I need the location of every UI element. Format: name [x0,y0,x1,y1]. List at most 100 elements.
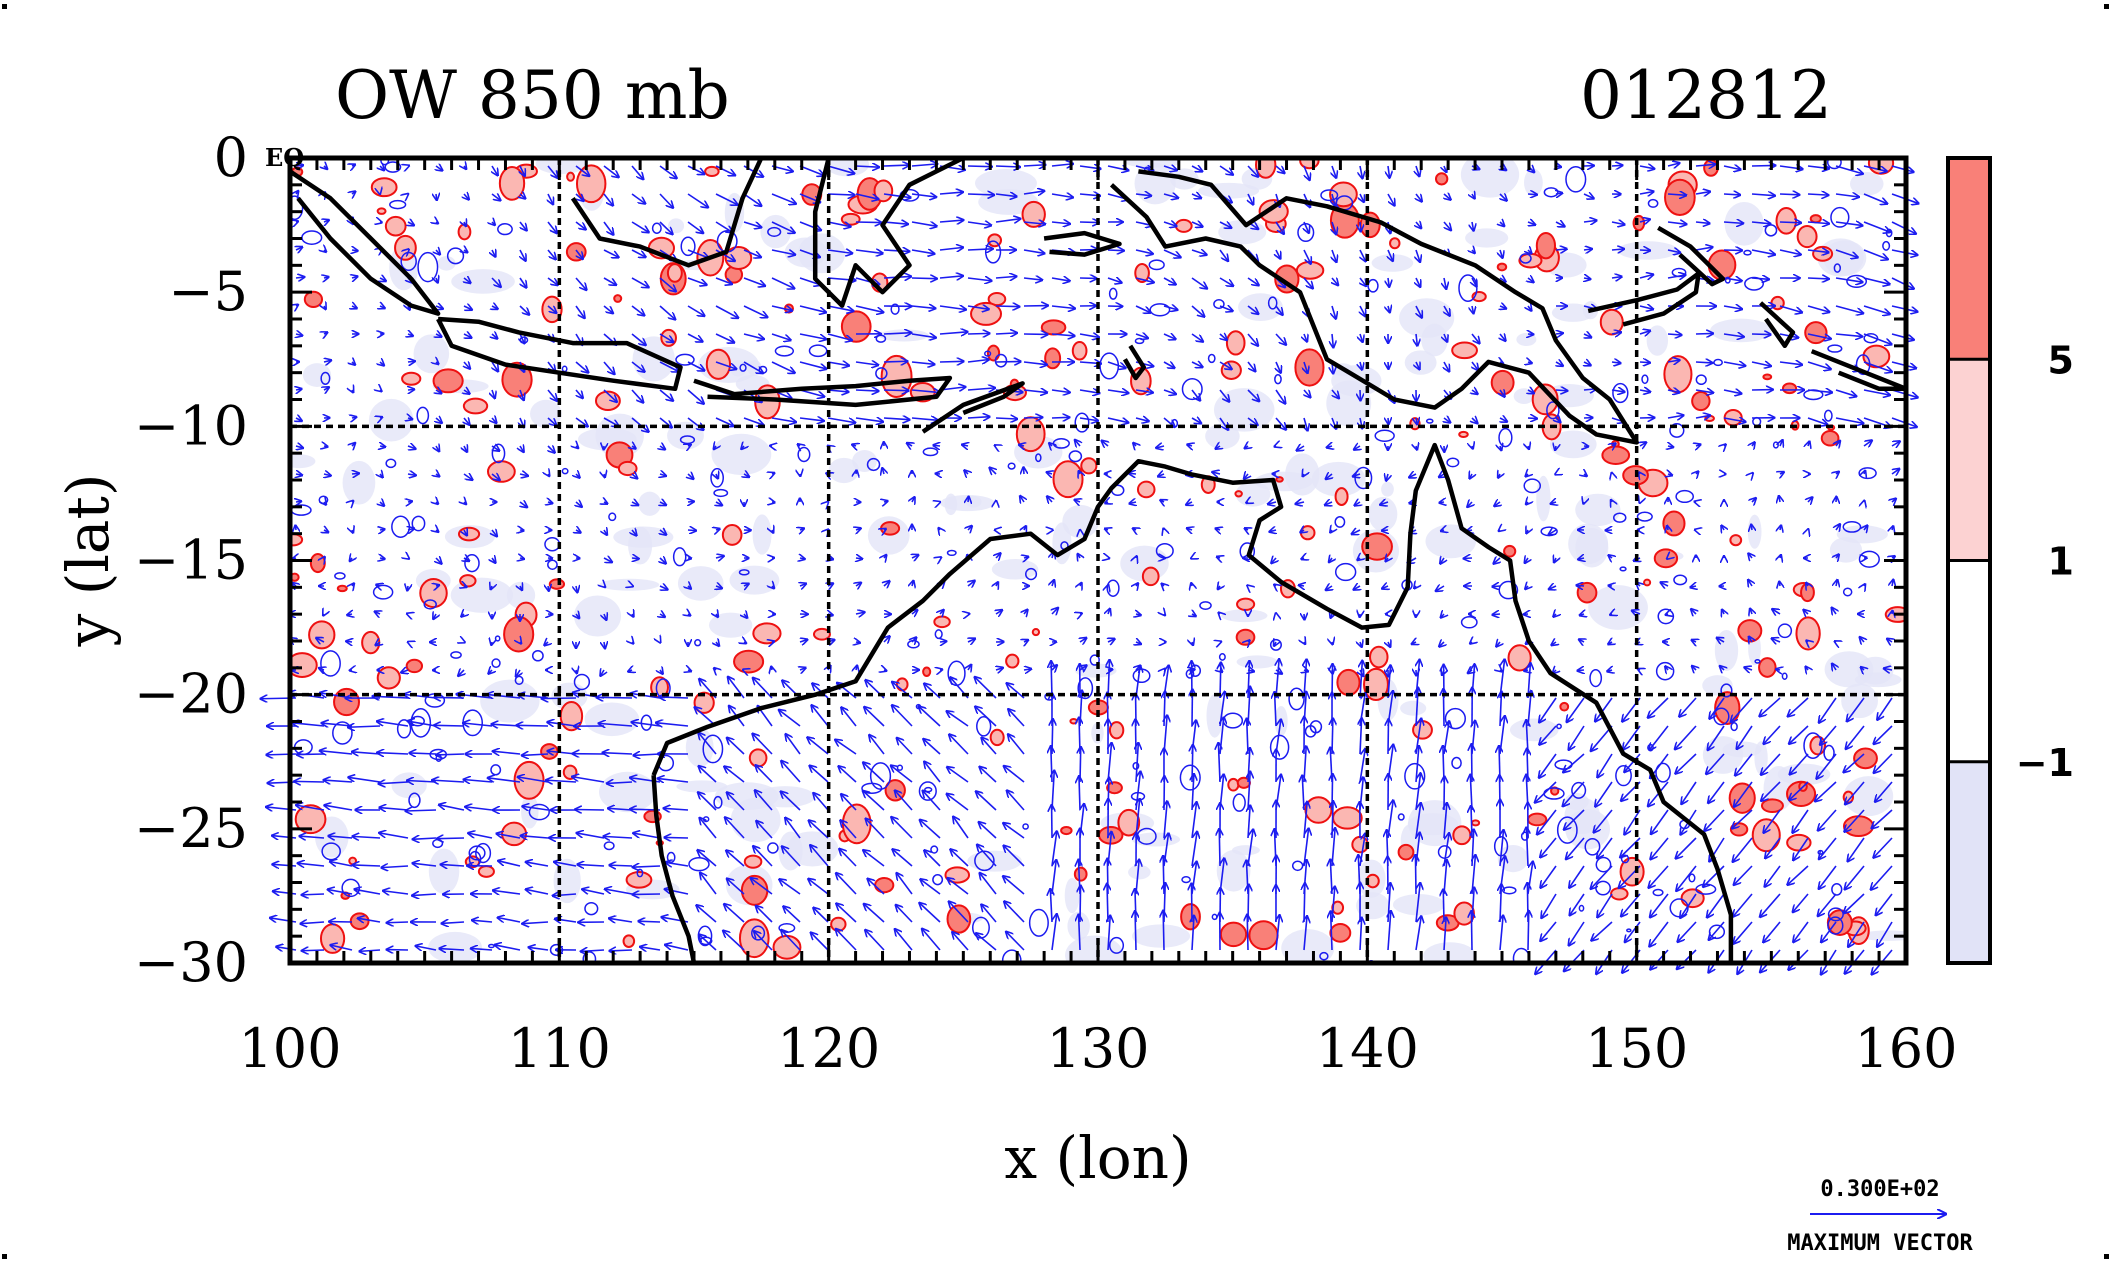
negative-ow-area [628,527,652,565]
wind-vector [996,418,1017,419]
colorbar-label: 5 [2048,338,2074,382]
wind-vector [968,166,992,167]
positive-ow-contour [734,651,763,673]
y-tick-label: −30 [134,931,248,994]
positive-ow-contour [1844,816,1873,836]
colorbar-label: −1 [2016,741,2074,785]
positive-ow-contour [372,178,397,196]
wind-vector [1528,418,1537,419]
positive-ow-contour [311,554,325,572]
wind-vector [1218,612,1220,614]
positive-ow-contour [321,924,344,953]
negative-ow-area [1356,892,1389,919]
wind-vector [1864,584,1865,586]
positive-ow-contour [351,913,369,929]
wind-vector [1556,193,1562,194]
positive-ow-contour [1390,238,1399,248]
wind-vector [1528,911,1529,950]
positive-ow-contour [875,878,893,892]
positive-ow-contour [1061,827,1071,834]
wind-vector [1220,641,1221,642]
positive-ow-contour [1295,349,1323,385]
positive-ow-contour [745,856,762,868]
wind-vector [1332,642,1333,645]
x-tick-label: 110 [508,1017,611,1080]
wind-vector [1779,581,1780,586]
negative-ow-area [1400,701,1426,716]
negative-ow-area [638,492,661,516]
wind-vector [688,530,696,531]
positive-ow-contour [402,373,420,385]
negative-ow-area [1857,657,1893,685]
negative-ow-area [1065,878,1080,913]
wind-vector [349,670,352,671]
positive-ow-contour [1333,807,1362,828]
wind-vector [1079,776,1080,810]
positive-ow-contour [881,522,899,534]
positive-ow-contour [842,311,871,341]
positive-ow-contour [1798,226,1817,247]
positive-ow-contour [305,292,322,307]
wind-vector [609,865,632,866]
wind-vector [828,529,829,530]
colorbar-segment [1948,561,1990,762]
positive-ow-contour [1730,783,1755,812]
positive-ow-contour [1665,180,1695,215]
wind-vector [1472,446,1473,449]
wind-vector [664,837,688,838]
positive-ow-contour [831,918,845,931]
wind-vector [772,473,775,474]
positive-ow-contour [309,621,334,648]
positive-ow-contour [1221,923,1246,946]
wind-vector [295,525,296,530]
positive-ow-contour [1054,461,1083,497]
positive-ow-contour [1181,904,1200,929]
negative-ow-area [1369,497,1398,532]
wind-vector [638,921,660,922]
wind-vector [940,669,942,670]
colorbar-segment [1948,158,1990,359]
positive-ow-contour [1811,215,1821,222]
y-tick-label: 0 [214,126,248,189]
wind-vector [604,642,605,649]
positive-ow-contour [1704,160,1718,176]
wind-vector [884,529,886,530]
colorbar-segment [1948,359,1990,560]
positive-ow-contour [504,617,533,652]
wind-vector [1776,669,1780,670]
negative-ow-area [414,334,450,373]
wind-vector [1612,249,1624,250]
positive-ow-contour [1805,322,1826,343]
wind-vector [968,333,990,334]
y-tick-labels: 0−5−10−15−20−25−30 [134,126,248,994]
wind-vector [1163,911,1164,950]
y-tick-label: −20 [134,663,248,726]
negative-ow-area [1710,319,1772,343]
negative-ow-area [1748,515,1762,549]
positive-ow-contour [464,399,487,414]
wind-vector [1191,583,1192,586]
negative-ow-area [760,215,791,248]
positive-ow-contour [1227,331,1245,354]
positive-ow-contour [668,264,682,282]
wind-vector [1808,194,1829,195]
negative-ow-area [1850,172,1884,196]
positive-ow-contour [1813,247,1832,261]
positive-ow-contour [923,667,930,676]
wind-vector [1299,585,1304,586]
positive-ow-contour [362,632,379,653]
x-tick-label: 160 [1854,1017,1957,1080]
positive-ow-contour [1759,658,1775,677]
wind-vector [1499,530,1500,531]
wind-vector [1555,446,1556,450]
wind-vector [302,950,324,951]
wind-vector [296,277,305,278]
negative-ow-area [1575,528,1608,568]
wind-vector [912,278,937,279]
negative-ow-area [451,269,515,294]
positive-ow-contour [1042,320,1066,334]
wind-vector [1164,669,1165,670]
y-tick-label: −10 [134,394,248,457]
wind-vector [1492,614,1500,615]
wind-vector [324,557,325,558]
